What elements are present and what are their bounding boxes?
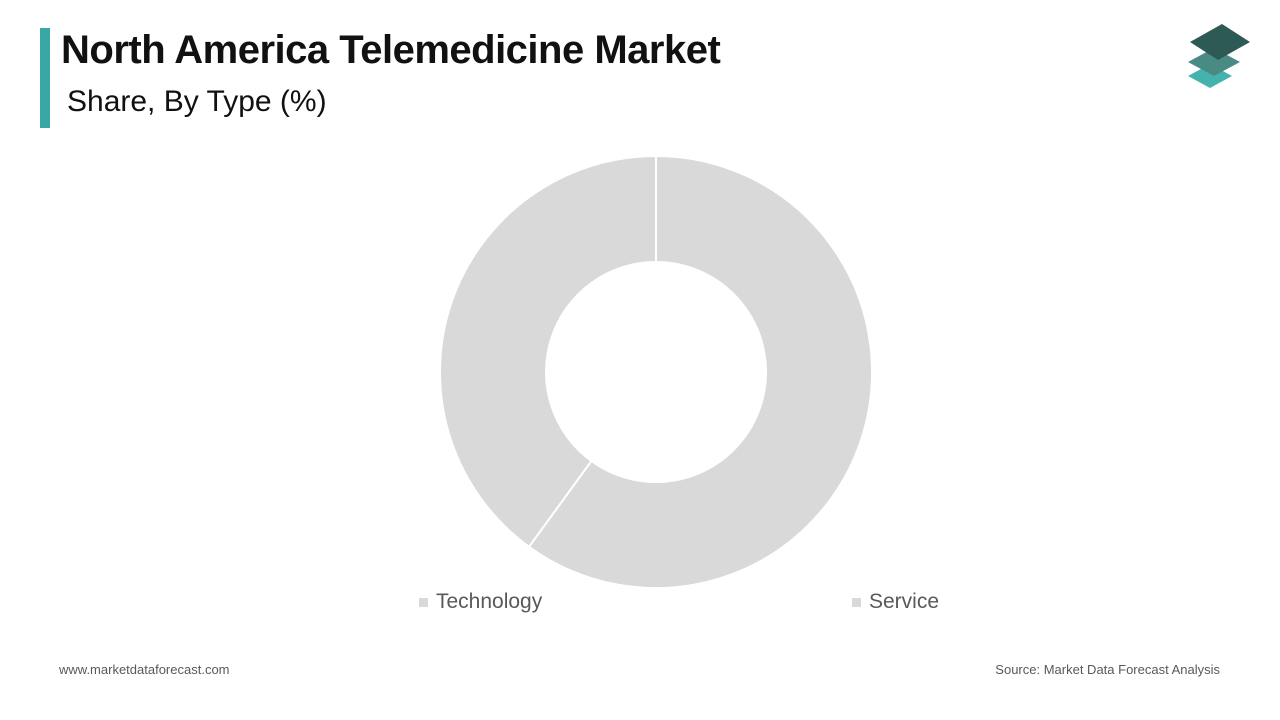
legend-item-technology: Technology [419, 590, 542, 614]
title-accent-bar [40, 28, 50, 128]
legend-label-technology: Technology [436, 590, 543, 613]
chart-title: North America Telemedicine Market [61, 28, 721, 72]
legend-swatch-service [852, 597, 861, 607]
footer-source: Source: Market Data Forecast Analysis [995, 662, 1220, 677]
logo-middle-layer [1188, 48, 1240, 76]
chart-subtitle: Share, By Type (%) [67, 85, 327, 118]
legend-label-service: Service [869, 590, 940, 613]
donut-slice-technology [439, 154, 657, 549]
stacked-layers-logo-icon [1188, 24, 1250, 88]
donut-slice-service [527, 154, 873, 589]
footer-website: www.marketdataforecast.com [59, 662, 230, 677]
legend-item-service: Service [852, 590, 939, 614]
legend-swatch-technology [419, 597, 428, 607]
logo-top-layer [1190, 24, 1250, 60]
